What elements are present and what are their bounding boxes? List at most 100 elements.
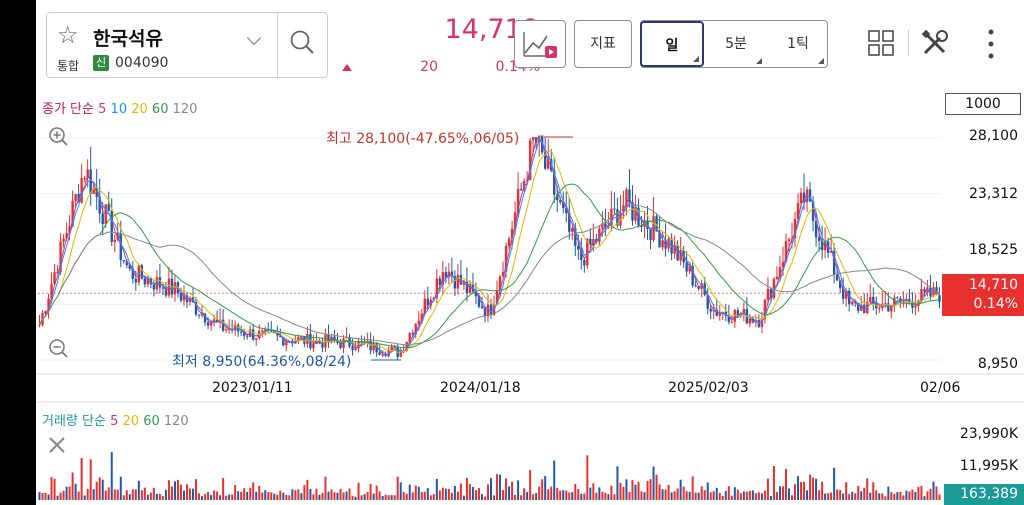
candle-body	[869, 296, 872, 302]
volume-bar	[402, 491, 405, 500]
tools-icon[interactable]	[920, 28, 950, 58]
volume-bar	[932, 481, 935, 500]
volume-bar	[905, 490, 908, 500]
volume-bar	[170, 486, 173, 500]
candle-body	[896, 297, 899, 299]
volume-bar	[339, 488, 342, 500]
volume-bar	[640, 491, 643, 500]
volume-bar	[923, 496, 926, 500]
high-annotation: 최고 28,100(-47.65%,06/05)	[326, 131, 520, 147]
volume-bar	[830, 492, 833, 500]
grid-icon[interactable]	[868, 30, 894, 56]
period-selector: 일 5분 1틱	[640, 20, 828, 68]
candle-body	[152, 284, 156, 290]
volume-bar	[456, 491, 459, 500]
volume-bar	[872, 482, 875, 500]
volume-bar	[592, 483, 595, 500]
volume-bar	[622, 486, 625, 500]
dropdown-corner-icon	[756, 58, 762, 64]
stock-selector[interactable]: ☆ 한국석유 통합 신 004090	[46, 12, 328, 78]
volume-bar	[836, 489, 839, 500]
count-box[interactable]: 1000	[945, 93, 1021, 115]
candle-body	[429, 299, 433, 306]
volume-bar	[420, 491, 423, 500]
volume-bar	[511, 481, 514, 500]
volume-bar	[890, 492, 893, 500]
x-label-1: 2023/01/11	[212, 380, 293, 396]
candle-body	[543, 152, 547, 169]
ma-line-5	[39, 137, 940, 356]
volume-bar	[724, 490, 727, 500]
volume-bar	[98, 477, 101, 500]
volume-bar	[330, 489, 333, 500]
volume-bar	[842, 493, 845, 500]
candle-body	[468, 284, 472, 294]
period-day-tab[interactable]: 일	[640, 21, 704, 67]
candle-body	[375, 342, 378, 353]
candle-body	[733, 310, 737, 322]
volume-bar	[417, 486, 420, 500]
legend-ma5: 5	[98, 102, 107, 117]
close-icon[interactable]	[48, 436, 66, 454]
candle-body	[474, 291, 478, 297]
period-5min-tab[interactable]: 5분	[707, 21, 765, 67]
search-icon[interactable]	[289, 29, 315, 55]
volume-bar	[920, 485, 923, 500]
volume-bar	[538, 486, 541, 500]
candle-body	[628, 189, 631, 203]
volume-bar	[745, 491, 748, 500]
candle-body	[718, 313, 721, 316]
volume-bar	[315, 488, 318, 500]
candle-body	[784, 241, 788, 263]
volume-bar	[474, 490, 477, 500]
zoom-out-icon[interactable]	[48, 338, 68, 358]
volume-bar	[140, 490, 143, 500]
indicator-button[interactable]: 지표	[574, 20, 632, 68]
app-window: ☆ 한국석유 통합 신 004090 14,710 20 0.14% 지표 일	[36, 0, 1024, 505]
candle-body	[796, 203, 800, 220]
volume-bar	[676, 488, 679, 500]
more-vertical-icon[interactable]	[986, 28, 996, 60]
candle-body	[823, 241, 827, 251]
volume-bar	[857, 485, 860, 500]
candle-body	[125, 261, 128, 266]
volume-bar	[480, 494, 483, 500]
volume-bar	[351, 495, 354, 500]
volume-bar	[447, 488, 450, 500]
candle-body	[730, 321, 734, 323]
price-ma-legend[interactable]: 종가 단순 5 10 20 60 120	[42, 98, 197, 117]
candle-body	[236, 324, 240, 332]
volume-bar	[697, 492, 700, 500]
volume-bar	[285, 494, 288, 500]
candle-body	[709, 308, 712, 312]
candle-body	[423, 298, 426, 314]
candle-body	[890, 306, 893, 312]
volume-bar	[176, 479, 179, 500]
volume-bar	[426, 488, 429, 500]
candle-body	[68, 226, 71, 233]
zoom-in-icon[interactable]	[48, 126, 68, 146]
volume-bar	[685, 491, 688, 500]
volume-ma-legend[interactable]: 거래량 단순 5 20 60 120	[42, 410, 189, 429]
candle-body	[598, 228, 601, 243]
volume-bar	[303, 485, 306, 500]
star-icon[interactable]: ☆	[57, 21, 79, 49]
volume-bar	[902, 495, 905, 500]
candle-body	[444, 272, 448, 278]
volume-bar	[354, 496, 357, 500]
candle-body	[619, 212, 622, 226]
y-label-max: 28,100	[969, 128, 1018, 144]
candle-body	[221, 319, 225, 331]
candle-body	[589, 238, 592, 246]
candle-body	[47, 298, 50, 312]
volume-bar	[53, 478, 56, 500]
volume-bar	[848, 494, 851, 500]
volume-bar	[125, 490, 128, 500]
price-chart[interactable]	[36, 0, 1024, 505]
volume-bar	[137, 480, 140, 500]
candle-body	[357, 341, 360, 349]
x-label-4: 02/06	[920, 380, 961, 396]
volume-bar	[122, 495, 125, 500]
chart-play-button[interactable]	[514, 20, 566, 68]
period-1tick-tab[interactable]: 1틱	[769, 21, 827, 67]
